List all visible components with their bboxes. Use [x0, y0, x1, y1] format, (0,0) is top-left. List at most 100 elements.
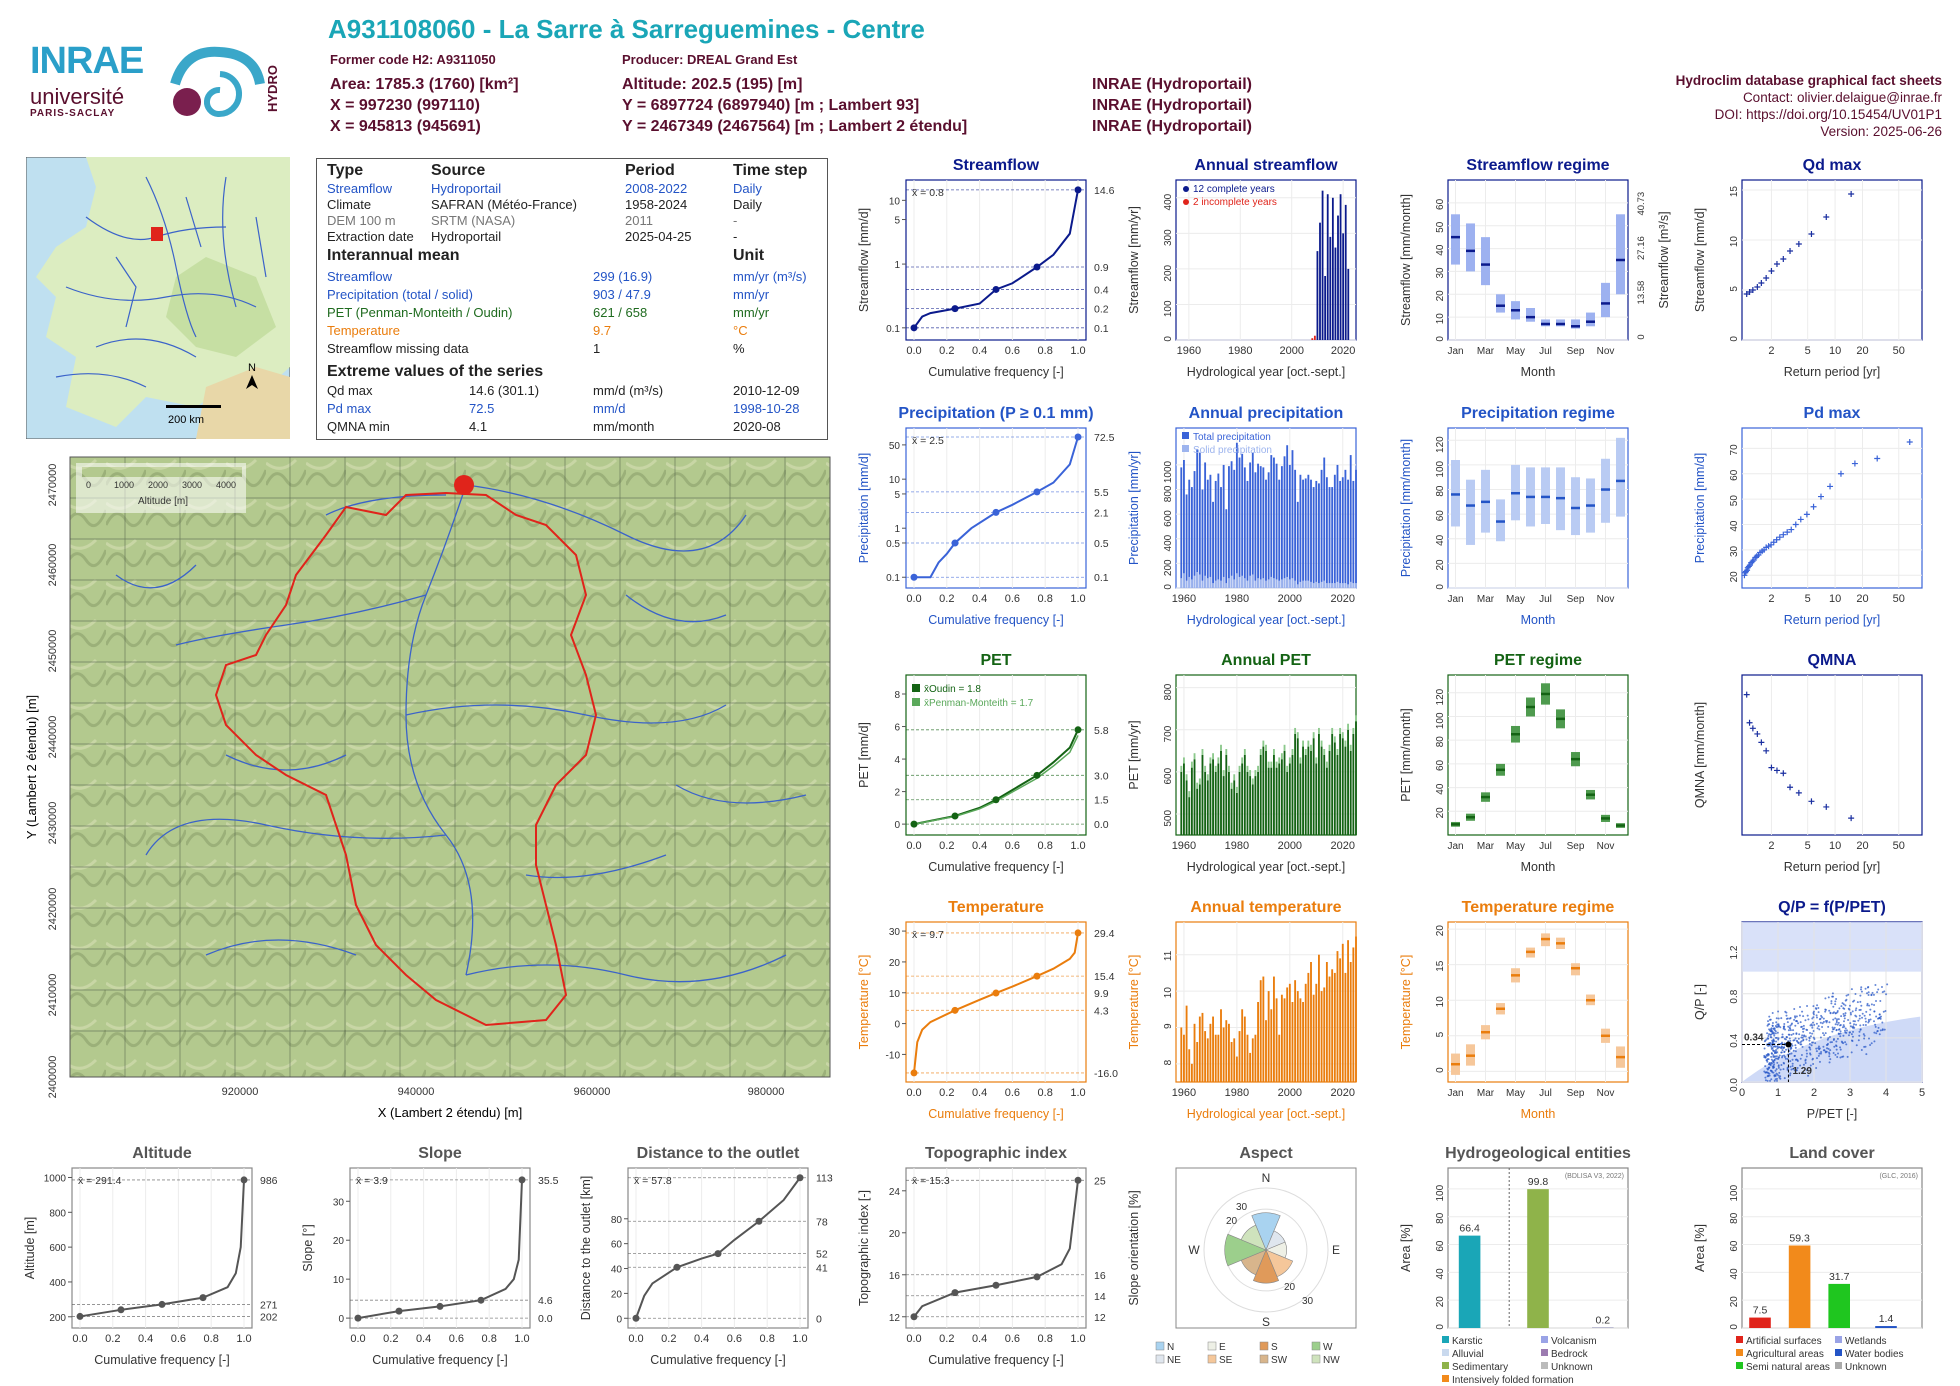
daily-point — [1851, 1035, 1854, 1038]
daily-point — [1784, 1010, 1787, 1013]
solid-bar — [1249, 575, 1252, 588]
daily-point — [1804, 1035, 1807, 1038]
penman-bar — [1341, 732, 1344, 739]
daily-point — [1864, 1023, 1867, 1026]
annual-bar — [1312, 487, 1315, 588]
daily-point — [1770, 1036, 1773, 1039]
legend-entry: NW — [1323, 1355, 1340, 1366]
daily-point — [1829, 1041, 1832, 1044]
daily-point — [1825, 1044, 1828, 1047]
solid-bar — [1302, 580, 1304, 588]
daily-point — [1783, 1056, 1786, 1059]
solid-bar — [1328, 583, 1331, 588]
y-tick: 80 — [1729, 1212, 1740, 1224]
annual-bar — [1238, 457, 1241, 588]
daily-point — [1824, 1008, 1827, 1011]
y-tick: 20 — [889, 1229, 901, 1240]
daily-point — [1835, 1044, 1838, 1047]
daily-point — [1777, 1037, 1780, 1040]
return-point — [1749, 725, 1756, 732]
cdf-curve — [79, 1179, 245, 1318]
annual-bar — [1280, 759, 1283, 835]
penman-bar — [1278, 757, 1281, 764]
y-axis-label: Area [%] — [1399, 1224, 1413, 1272]
y-tick: 20 — [1435, 559, 1446, 571]
annual-bar — [1204, 462, 1207, 588]
penman-bar — [1251, 778, 1254, 785]
daily-point — [1817, 1011, 1820, 1014]
x-tick: 50 — [1893, 840, 1905, 852]
daily-point — [1831, 992, 1834, 995]
cdf-point — [158, 1300, 166, 1308]
y-tick: 10 — [889, 475, 901, 486]
daily-point — [1839, 1035, 1842, 1038]
annual-bar — [1228, 1023, 1230, 1082]
annual-bar — [1198, 784, 1201, 835]
daily-point — [1797, 1022, 1800, 1025]
daily-point — [1811, 1032, 1814, 1035]
daily-point — [1828, 1036, 1831, 1039]
penman-bar — [1214, 765, 1217, 772]
daily-point — [1831, 1026, 1834, 1029]
daily-point — [1800, 1054, 1803, 1057]
y-tick: 50 — [1729, 495, 1740, 507]
cdf-point — [951, 539, 959, 547]
daily-point — [1815, 1008, 1818, 1011]
quantile-label: 52 — [816, 1249, 828, 1261]
annual-bar — [1299, 474, 1302, 588]
daily-point — [1861, 1016, 1864, 1019]
y-tick: 200 — [1163, 264, 1174, 281]
penman-bar — [1198, 778, 1201, 785]
annual-bar — [1185, 1005, 1188, 1082]
daily-point — [1767, 1035, 1770, 1038]
daily-point — [1790, 1068, 1793, 1071]
x-axis-label: Return period [yr] — [1784, 365, 1881, 379]
daily-point — [1818, 1018, 1821, 1021]
daily-point — [1788, 1037, 1791, 1040]
y-tick: 30 — [1729, 545, 1740, 557]
chart-title: Slope — [418, 1145, 462, 1162]
daily-point — [1821, 1016, 1824, 1019]
x-tick: 0.8 — [1038, 840, 1053, 852]
daily-point — [1772, 1054, 1775, 1057]
xtick: 920000 — [222, 1086, 259, 1098]
annual-bar — [1259, 755, 1262, 835]
x-tick: 0.2 — [939, 840, 954, 852]
daily-point — [1822, 1020, 1825, 1023]
penman-bar — [1286, 765, 1289, 772]
cdf-point — [1074, 433, 1082, 441]
daily-point — [1857, 1039, 1860, 1042]
quantile-label: -16.0 — [1094, 1068, 1118, 1080]
daily-point — [1777, 1066, 1780, 1069]
box-Sep — [1571, 319, 1580, 329]
annual-bar — [1325, 767, 1328, 835]
cdf-point — [755, 1217, 763, 1225]
cdf-point — [1033, 771, 1041, 779]
annual-bar — [1304, 983, 1307, 1082]
daily-point — [1809, 1053, 1812, 1056]
qmna-chart: QMNA Return period [yr] QMNA [mm/month] 2 5 1… — [1693, 652, 1923, 874]
daily-point — [1839, 1056, 1842, 1059]
chart-title: Q/P = f(P/PET) — [1778, 899, 1886, 916]
daily-point — [1819, 1052, 1822, 1055]
annual-bar — [1183, 763, 1185, 835]
chart-title: Aspect — [1239, 1145, 1293, 1162]
annual-bar — [1288, 983, 1291, 1082]
solid-bar — [1288, 579, 1291, 588]
annual-bar — [1254, 1034, 1257, 1082]
daily-point — [1809, 1024, 1812, 1027]
info-table: Type Source Period Time step Streamflow H… — [316, 158, 828, 440]
daily-point — [1859, 1024, 1862, 1027]
daily-point — [1840, 1005, 1843, 1008]
annual-bar — [1204, 1031, 1207, 1082]
annual-bar — [1336, 755, 1339, 835]
daily-point — [1866, 1002, 1869, 1005]
annual-bar — [1341, 477, 1344, 588]
daily-point — [1835, 1048, 1838, 1051]
x-tick: 0.4 — [972, 1087, 987, 1099]
daily-point — [1788, 1033, 1791, 1036]
daily-point — [1813, 1023, 1816, 1026]
annual-bar — [1254, 472, 1257, 588]
annual-bar — [1302, 479, 1304, 588]
solid-bar — [1209, 576, 1212, 588]
